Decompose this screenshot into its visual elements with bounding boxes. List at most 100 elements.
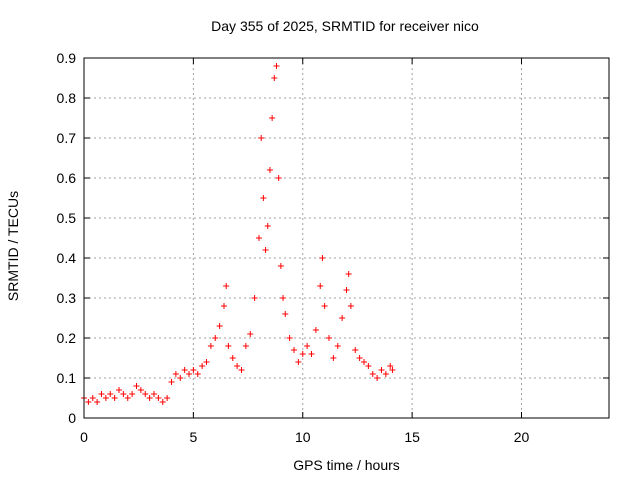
data-point xyxy=(291,347,297,353)
data-point xyxy=(282,311,289,317)
data-point xyxy=(256,235,262,241)
data-point xyxy=(186,371,192,377)
data-point xyxy=(334,343,341,349)
chart-title: Day 355 of 2025, SRMTID for receiver nic… xyxy=(211,18,479,34)
data-point xyxy=(280,295,287,301)
data-point xyxy=(142,391,149,397)
data-point xyxy=(343,287,350,293)
data-point xyxy=(269,115,276,121)
data-point xyxy=(345,271,352,277)
y-tick-label: 0.9 xyxy=(57,50,77,66)
data-point xyxy=(221,303,227,309)
data-point xyxy=(378,367,385,373)
data-point xyxy=(155,395,162,401)
data-point xyxy=(168,379,175,385)
data-point xyxy=(151,391,157,397)
data-point xyxy=(137,387,144,393)
data-point xyxy=(223,283,230,289)
data-point xyxy=(273,63,280,69)
data-point xyxy=(330,355,337,361)
data-point xyxy=(299,351,306,357)
data-point xyxy=(111,395,118,401)
data-point xyxy=(116,387,122,393)
data-point xyxy=(229,355,236,361)
plot-frame xyxy=(83,57,610,419)
data-point xyxy=(234,363,241,369)
data-point xyxy=(107,391,114,397)
data-point xyxy=(207,343,214,349)
axis-ticks: 0 0.1 0.2 0.3 0.4 0.5 0.6 0.7 0.8 0.9 0 5 10 15 20 xyxy=(57,50,609,445)
grid-lines xyxy=(84,58,609,418)
data-point xyxy=(271,75,278,81)
data-point xyxy=(146,395,153,401)
data-point xyxy=(264,223,271,229)
y-tick-label: 0.5 xyxy=(57,210,77,226)
x-tick-label: 5 xyxy=(189,429,197,445)
data-point xyxy=(242,343,249,349)
data-point xyxy=(317,283,324,289)
data-point xyxy=(238,367,245,373)
data-point xyxy=(225,343,232,349)
data-point xyxy=(89,395,96,401)
data-point xyxy=(258,135,265,141)
data-point xyxy=(129,391,136,397)
data-point xyxy=(321,303,328,309)
data-point xyxy=(159,399,166,405)
data-point xyxy=(216,323,223,329)
data-point xyxy=(177,375,184,381)
y-tick-label: 0.3 xyxy=(57,290,77,306)
data-point xyxy=(295,359,302,365)
data-point xyxy=(199,363,206,369)
data-point xyxy=(347,303,354,309)
data-point xyxy=(124,395,131,401)
data-point xyxy=(164,395,171,401)
data-point xyxy=(203,359,210,365)
data-point xyxy=(275,175,282,181)
y-tick-label: 0.8 xyxy=(57,90,77,106)
data-point xyxy=(266,167,273,173)
data-point xyxy=(308,351,315,357)
data-point xyxy=(339,315,346,321)
y-tick-label: 0.1 xyxy=(57,370,77,386)
data-point xyxy=(133,383,140,389)
data-point xyxy=(277,263,284,269)
x-tick-label: 0 xyxy=(80,429,88,445)
data-point xyxy=(172,371,179,377)
data-point xyxy=(212,335,219,341)
data-point xyxy=(389,367,396,373)
data-point xyxy=(382,371,389,377)
y-tick-label: 0 xyxy=(68,410,76,426)
data-point xyxy=(352,347,359,353)
data-point xyxy=(85,399,92,405)
data-points xyxy=(81,63,396,405)
x-axis-label: GPS time / hours xyxy=(293,457,400,473)
data-point xyxy=(94,399,101,405)
data-point xyxy=(251,295,258,301)
data-point xyxy=(286,335,293,341)
data-point xyxy=(365,363,372,369)
data-point xyxy=(356,355,363,361)
y-tick-label: 0.2 xyxy=(57,330,77,346)
data-point xyxy=(312,327,319,333)
data-point xyxy=(247,331,254,337)
x-tick-label: 20 xyxy=(514,429,530,445)
data-point xyxy=(361,359,367,365)
data-point xyxy=(262,247,269,253)
data-point xyxy=(120,391,127,397)
data-point xyxy=(260,195,267,201)
data-point xyxy=(304,343,311,349)
x-tick-label: 10 xyxy=(295,429,311,445)
data-point xyxy=(102,395,109,401)
data-point xyxy=(326,335,332,341)
data-point xyxy=(194,371,201,377)
y-tick-label: 0.6 xyxy=(57,170,77,186)
data-point xyxy=(319,255,326,261)
data-point xyxy=(181,367,188,373)
data-point xyxy=(190,367,197,373)
data-point xyxy=(387,363,394,369)
data-point xyxy=(369,371,376,377)
y-tick-label: 0.7 xyxy=(57,130,77,146)
y-tick-label: 0.4 xyxy=(57,250,77,266)
x-tick-label: 15 xyxy=(404,429,420,445)
